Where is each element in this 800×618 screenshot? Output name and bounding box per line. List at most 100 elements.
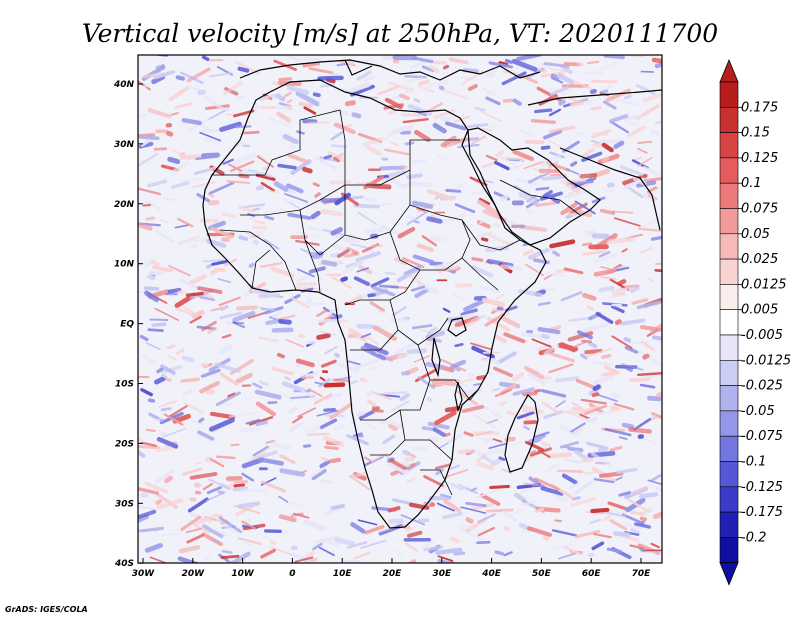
velocity-streak <box>467 372 474 379</box>
velocity-streak <box>542 535 550 542</box>
velocity-streak <box>473 414 496 429</box>
velocity-streak <box>360 332 372 339</box>
velocity-streak <box>165 292 178 296</box>
velocity-streak <box>621 363 644 371</box>
velocity-streak <box>414 129 431 142</box>
velocity-streak <box>284 376 292 381</box>
lon-label: 70E <box>632 569 652 579</box>
velocity-streak <box>418 79 430 86</box>
velocity-streak <box>171 181 190 189</box>
velocity-streak <box>193 482 201 488</box>
velocity-streak <box>454 315 480 328</box>
velocity-streak <box>540 388 567 398</box>
velocity-streak <box>294 362 302 368</box>
velocity-streak <box>554 519 562 523</box>
velocity-streak <box>493 223 501 228</box>
velocity-streak <box>245 230 263 237</box>
colorbar-swatch <box>719 107 739 133</box>
velocity-streak <box>388 109 396 116</box>
velocity-streak <box>303 444 312 448</box>
velocity-streak <box>192 514 215 527</box>
velocity-streak <box>199 296 216 302</box>
velocity-streak <box>476 461 495 471</box>
velocity-streak <box>460 382 469 388</box>
velocity-streak <box>572 79 596 92</box>
velocity-streak <box>181 118 202 126</box>
velocity-streak <box>528 373 547 386</box>
velocity-streak <box>341 259 365 275</box>
velocity-streak <box>606 547 622 554</box>
velocity-streak <box>650 234 662 241</box>
velocity-streak <box>579 173 598 179</box>
velocity-streak <box>523 161 544 170</box>
velocity-streak <box>355 251 381 263</box>
velocity-streak <box>221 212 236 218</box>
velocity-streak <box>267 116 290 128</box>
velocity-streak <box>166 344 176 350</box>
velocity-streak <box>428 495 452 501</box>
velocity-streak <box>155 229 174 243</box>
velocity-streak <box>308 67 334 75</box>
velocity-streak <box>333 424 345 431</box>
colorbar-label: 0.15 <box>741 126 770 141</box>
velocity-streak <box>599 208 616 215</box>
velocity-streak <box>417 376 436 389</box>
velocity-streak <box>586 305 595 312</box>
velocity-streak <box>334 192 351 206</box>
velocity-streak <box>264 215 275 221</box>
velocity-streak <box>180 377 200 383</box>
velocity-streak <box>449 464 461 470</box>
velocity-streak <box>401 370 411 376</box>
velocity-streak <box>611 305 625 314</box>
lon-label: 20W <box>182 569 206 579</box>
lake-victoria <box>447 317 467 337</box>
velocity-streak <box>651 57 662 65</box>
lat-label: EQ <box>120 320 134 330</box>
velocity-streak <box>574 449 589 461</box>
velocity-streak <box>242 130 260 135</box>
velocity-streak <box>336 248 350 258</box>
velocity-streak <box>429 235 442 242</box>
velocity-streak <box>318 378 331 388</box>
velocity-streak <box>362 75 376 82</box>
velocity-streak <box>637 156 653 167</box>
velocity-streak <box>330 503 346 510</box>
velocity-streak <box>260 181 276 192</box>
velocity-streak <box>199 218 219 223</box>
velocity-streak <box>540 153 562 168</box>
velocity-streak <box>384 148 410 156</box>
velocity-streak <box>594 233 618 250</box>
velocity-streak <box>138 222 153 231</box>
map-title: Vertical velocity [m/s] at 250hPa, VT: 2… <box>82 19 718 48</box>
colorbar-label: 0.1 <box>741 176 762 191</box>
madagascar-coastline <box>504 394 539 473</box>
velocity-streak <box>378 523 404 536</box>
velocity-streak <box>498 456 506 461</box>
velocity-streak <box>366 391 374 397</box>
velocity-streak <box>627 125 646 138</box>
velocity-streak <box>534 201 557 207</box>
velocity-streak <box>138 486 159 495</box>
velocity-streak <box>148 270 162 276</box>
velocity-streak <box>256 154 266 162</box>
velocity-streak <box>450 536 460 544</box>
velocity-streak <box>581 148 595 159</box>
velocity-streak <box>151 322 167 327</box>
velocity-streak <box>524 440 544 452</box>
velocity-streak <box>255 401 277 417</box>
velocity-streak <box>591 129 612 139</box>
velocity-streak <box>363 175 385 190</box>
velocity-streak <box>400 165 408 169</box>
velocity-streak <box>221 333 232 339</box>
velocity-streak <box>557 552 577 560</box>
velocity-streak <box>432 122 447 134</box>
velocity-streak <box>512 98 522 106</box>
velocity-streak <box>426 327 438 335</box>
velocity-streak <box>183 306 195 314</box>
velocity-streak <box>477 199 501 217</box>
velocity-streak <box>323 413 346 418</box>
velocity-streak <box>406 173 423 180</box>
velocity-streak <box>208 181 235 195</box>
velocity-streak <box>357 211 378 225</box>
velocity-streak <box>363 342 389 356</box>
